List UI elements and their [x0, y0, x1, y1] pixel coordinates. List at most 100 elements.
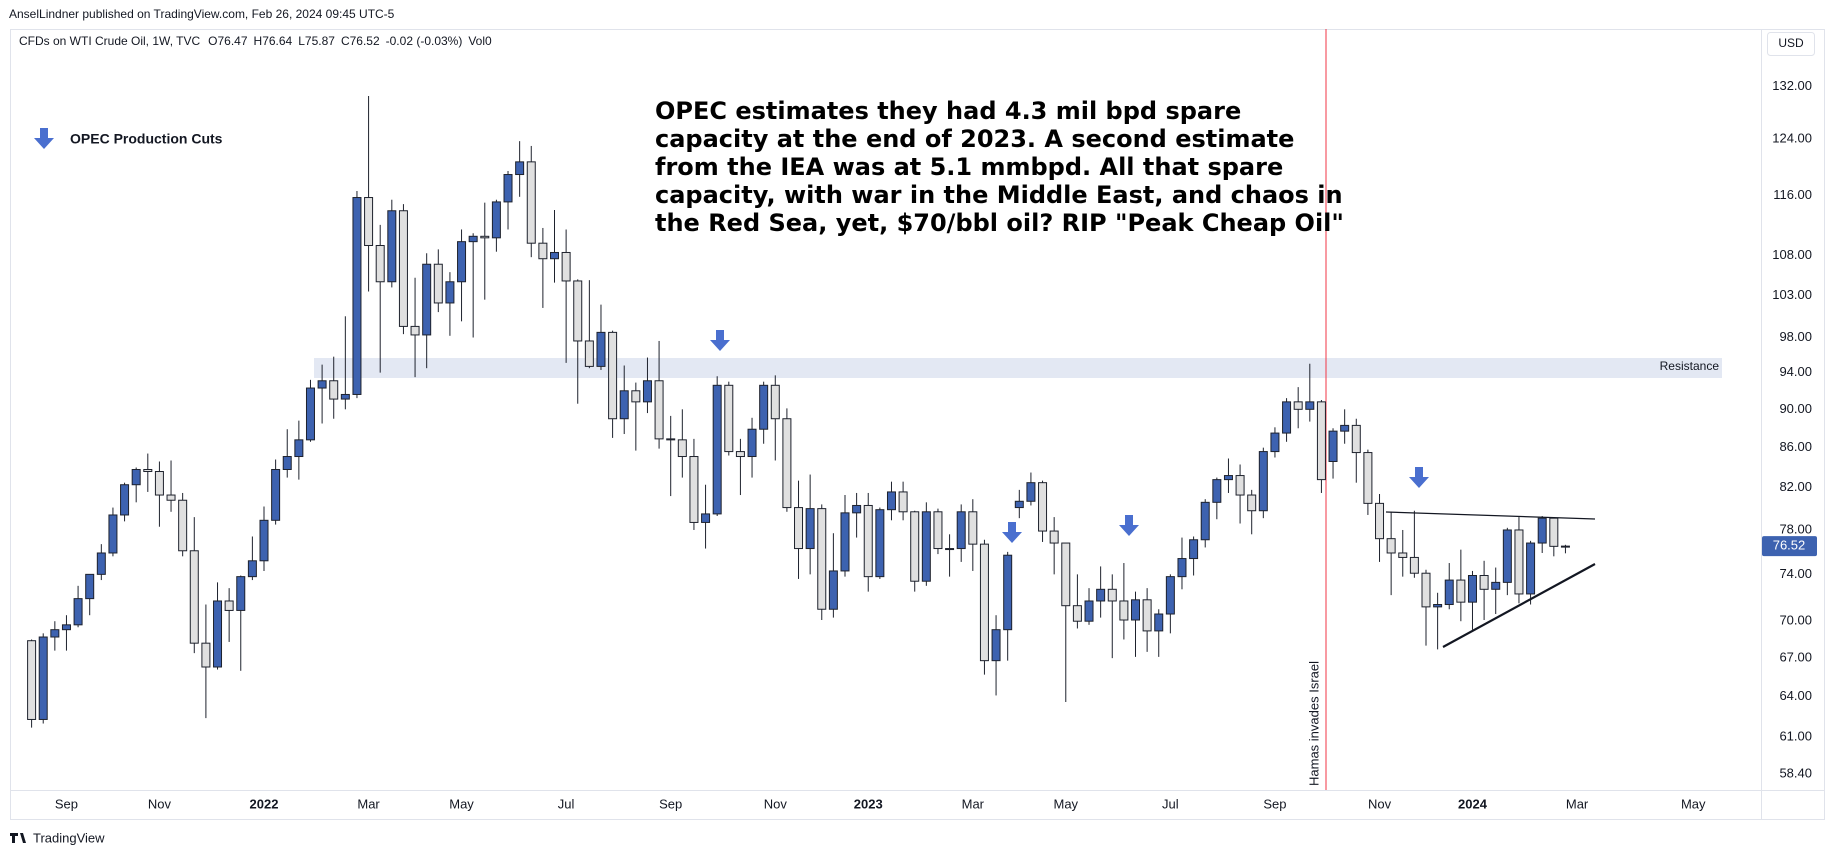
candle-body-down	[189, 550, 199, 644]
candle-body-up	[305, 387, 315, 441]
candle-body-down	[538, 242, 548, 260]
candle-body-up	[503, 174, 513, 203]
candle-body-up	[828, 570, 838, 610]
candle-body-up	[1003, 554, 1013, 631]
candle-body-up	[422, 263, 432, 336]
legend-arrow	[34, 128, 54, 149]
candle-body-down	[1107, 588, 1117, 602]
candle-body-down	[782, 418, 792, 509]
x-tick-label: Nov	[148, 796, 172, 811]
candle-body-up	[1433, 604, 1443, 608]
candle-body-down	[480, 235, 490, 239]
y-tick-label: 94.00	[1779, 364, 1812, 379]
y-tick-label: 58.40	[1779, 765, 1812, 780]
currency[interactable]: USD	[1778, 36, 1804, 50]
legend-label: OPEC Production Cuts	[70, 131, 223, 147]
candle-body-up	[840, 512, 850, 572]
candle-body-up	[805, 508, 815, 550]
brand-logo	[10, 833, 26, 843]
candle-body-down	[143, 468, 153, 473]
y-tick-label: 78.00	[1779, 521, 1812, 536]
opec-arrow	[1002, 522, 1022, 543]
x-tick-label: Sep	[1263, 796, 1286, 811]
candle-body-up	[515, 161, 525, 176]
candle-body-down	[433, 263, 443, 304]
y-tick-label: 86.00	[1779, 439, 1812, 454]
symbol-legend: CFDs on WTI Crude Oil, 1W, TVC O76.47 H76.…	[19, 34, 492, 48]
candle-body-down	[898, 491, 908, 513]
candle-body-up	[701, 513, 711, 523]
candle-body-up	[1328, 430, 1338, 462]
resistance-band	[314, 358, 1722, 378]
y-tick-label: 116.00	[1773, 187, 1812, 202]
candle-body-down	[526, 161, 536, 244]
candles	[27, 96, 1570, 728]
candle-body-up	[596, 331, 606, 367]
candle-body-down	[1351, 424, 1361, 454]
candle-body-up	[294, 439, 304, 458]
note-line: the Red Sea, yet, $70/bbl oil? RIP "Peak…	[655, 209, 1344, 237]
y-tick-label: 103.00	[1772, 287, 1812, 302]
candle-body-up	[1014, 500, 1024, 509]
x-tick-label: 2024	[1458, 796, 1488, 811]
candle-body-down	[770, 384, 780, 420]
candle-body-down	[1072, 605, 1082, 622]
candle-body-up	[491, 201, 501, 239]
candle-body-down	[166, 494, 176, 501]
candle-body-up	[759, 384, 769, 430]
candle-body-up	[213, 600, 223, 668]
candle-body-down	[154, 471, 164, 496]
x-tick-label: 2022	[250, 796, 279, 811]
candle-body-up	[108, 514, 118, 554]
candle-body-down	[1456, 579, 1466, 603]
candle-body-up	[945, 548, 955, 551]
trend-line-upper	[1385, 511, 1596, 520]
candle-body-down	[1038, 482, 1048, 532]
candle-body-down	[817, 508, 827, 610]
candle-body-up	[1189, 539, 1199, 560]
candle-body-up	[1154, 613, 1164, 632]
ohlc-high: H76.64	[254, 34, 293, 48]
volume: Vol0	[468, 34, 492, 48]
candle-body-up	[956, 511, 966, 550]
candle-body-up	[259, 519, 269, 562]
candle-body-up	[1282, 401, 1292, 434]
candle-body-down	[398, 210, 408, 327]
candle-body-up	[387, 210, 397, 283]
candle-body-up	[1560, 545, 1570, 548]
x-tick-label: Mar	[1566, 796, 1589, 811]
candle-body-up	[991, 629, 1001, 662]
y-tick-label: 124.00	[1772, 131, 1812, 146]
x-tick-label: Jul	[558, 796, 575, 811]
candle-body-down	[608, 331, 618, 420]
candle-body-down	[1293, 401, 1303, 410]
y-tick-label: 82.00	[1779, 479, 1812, 494]
opec-arrow	[1409, 467, 1429, 488]
candle-body-up	[1096, 588, 1106, 602]
candle-body-up	[457, 241, 467, 283]
candle-body-up	[1526, 542, 1536, 595]
candle-body-up	[73, 598, 83, 626]
symbol: CFDs on WTI Crude Oil, 1W, TVC	[19, 34, 200, 48]
candle-body-down	[1142, 599, 1152, 632]
published-line: AnselLindner published on TradingView.co…	[9, 7, 395, 21]
currency-box[interactable]	[1767, 32, 1815, 56]
x-tick-label: May	[449, 796, 474, 811]
candle-body-up	[468, 235, 478, 243]
event-label: Hamas invades Israel	[1306, 661, 1321, 786]
ohlc-open: O76.47	[208, 34, 248, 48]
candle-body-down	[561, 251, 571, 282]
candle-body-down	[933, 511, 943, 550]
candle-body-up	[85, 573, 95, 600]
x-tick-label: May	[1053, 796, 1078, 811]
candle-body-up	[1165, 576, 1175, 615]
candle-body-up	[247, 560, 257, 578]
candle-body-up	[352, 197, 362, 395]
candle-body-down	[1061, 542, 1071, 607]
candle-body-up	[1177, 558, 1187, 578]
candle-body-up	[1444, 579, 1454, 606]
x-tick-label: Mar	[962, 796, 985, 811]
candle-body-down	[631, 390, 641, 403]
